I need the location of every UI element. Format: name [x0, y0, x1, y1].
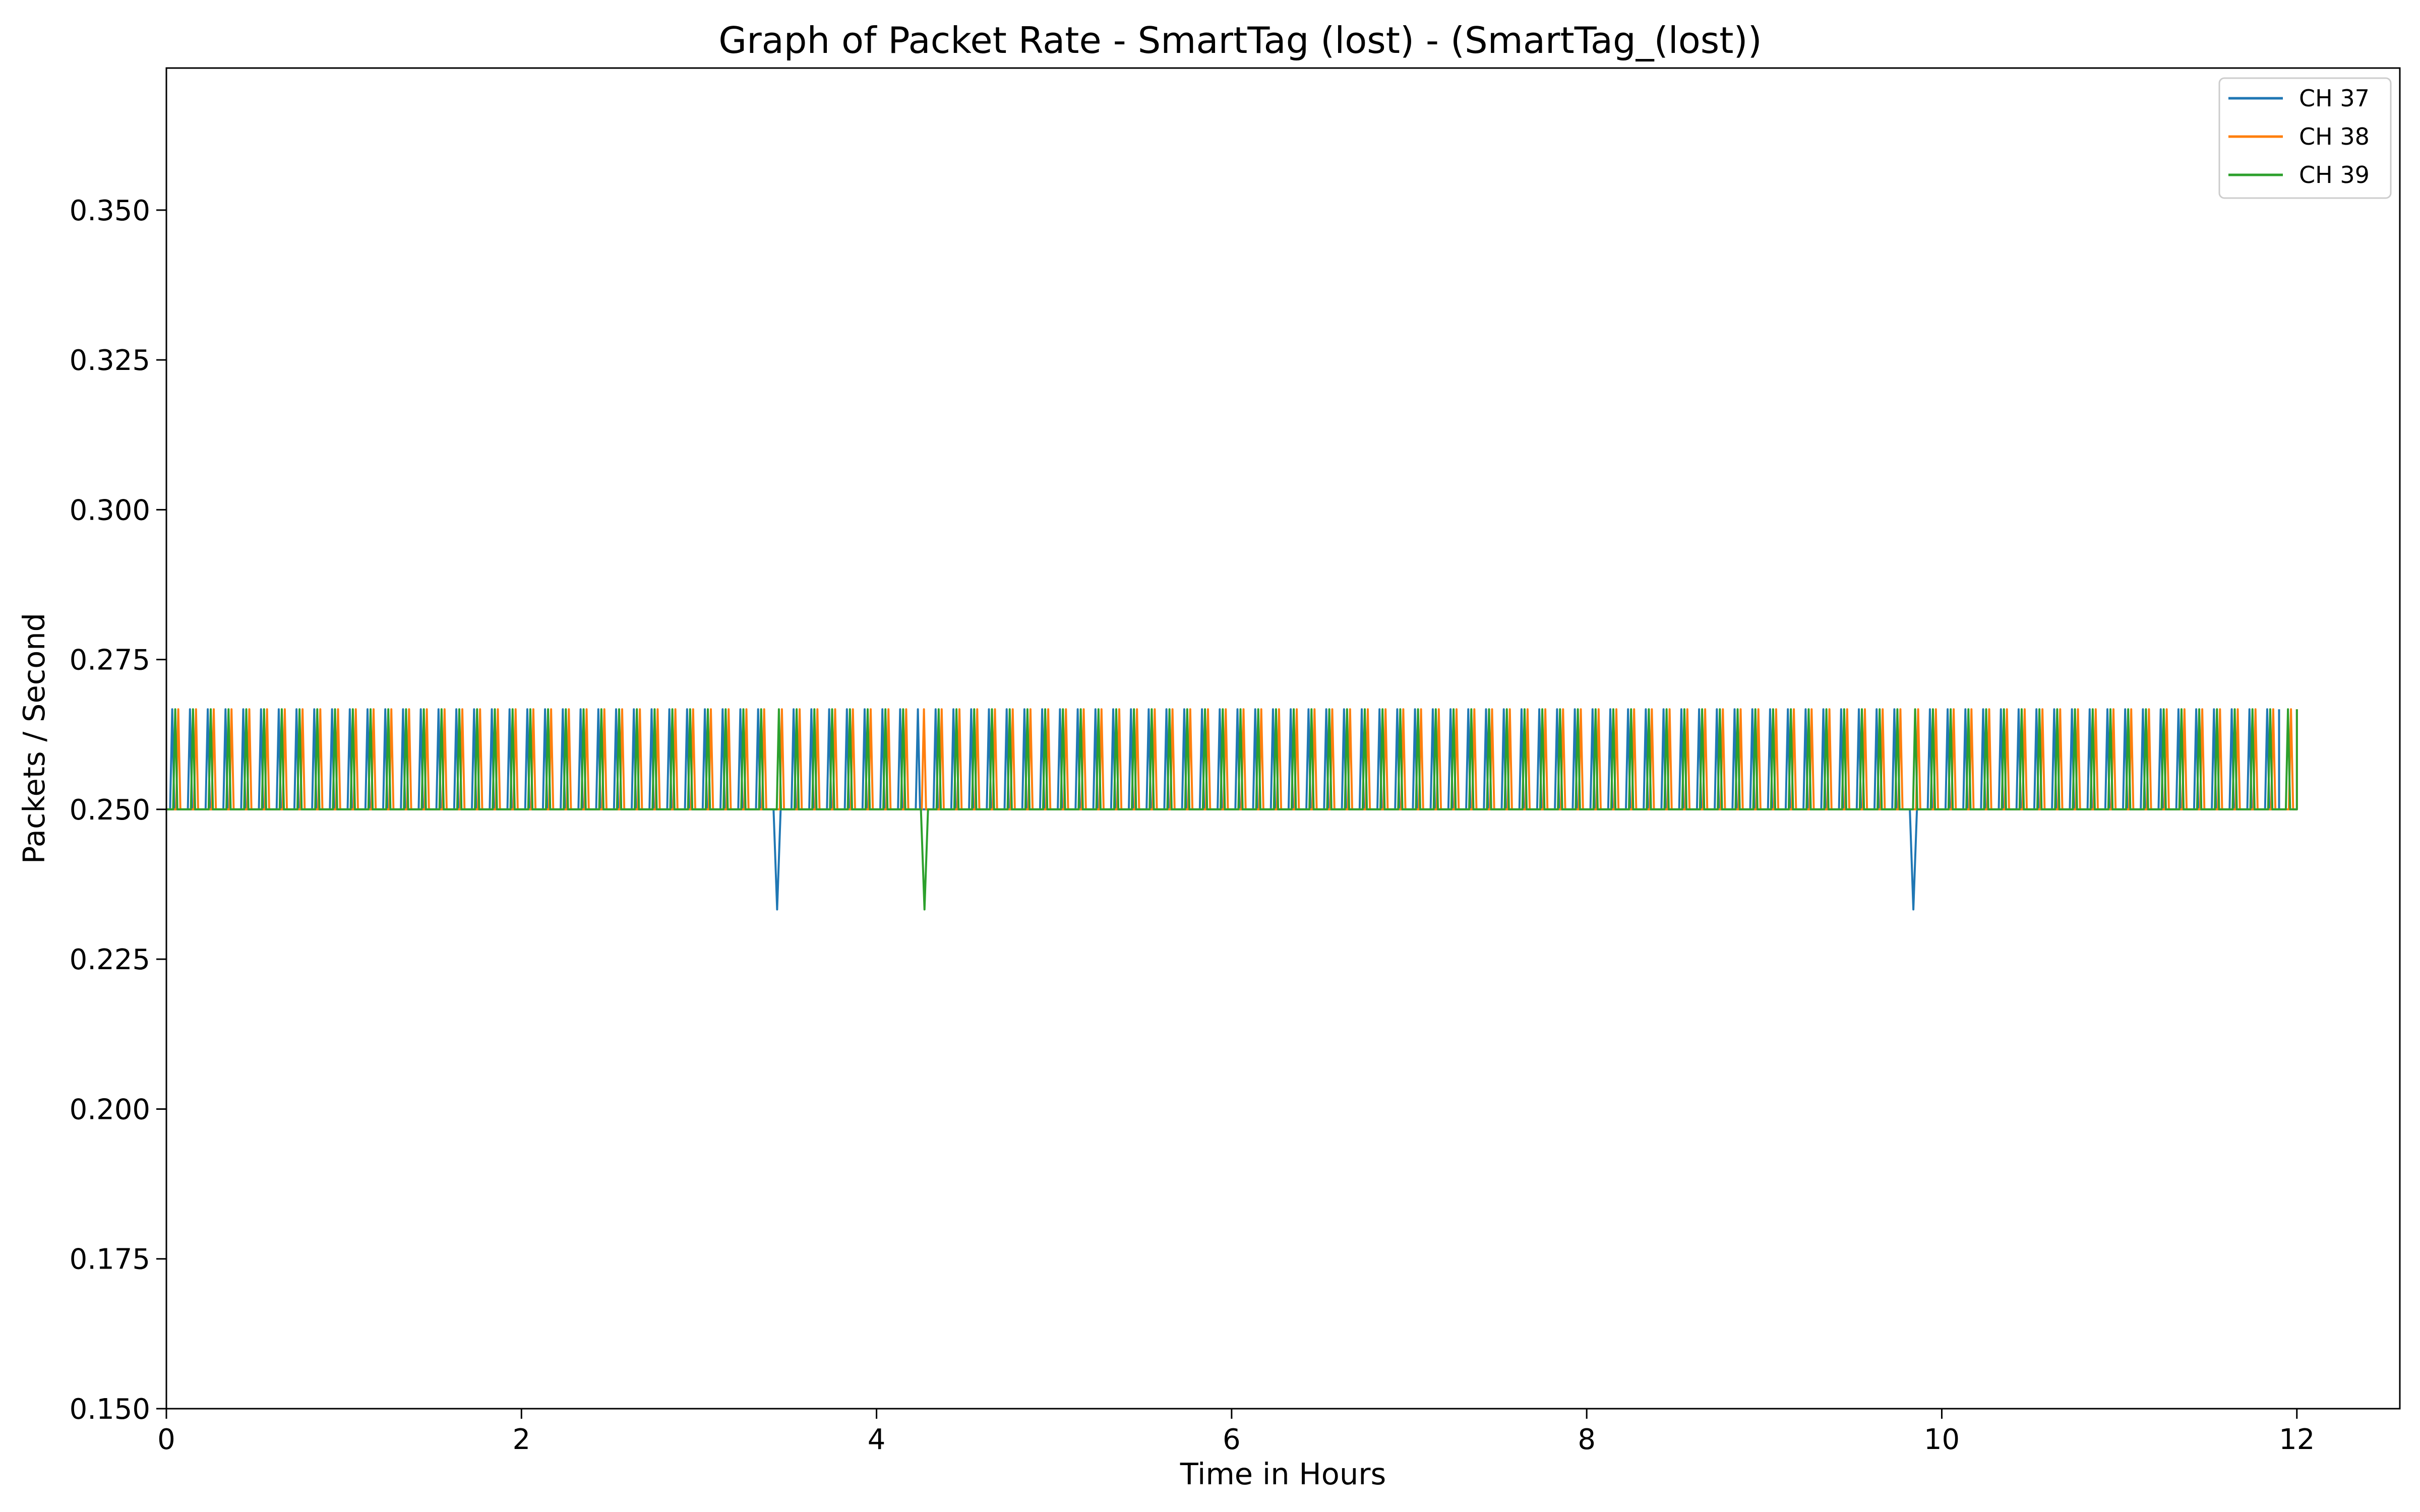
series-layer: [166, 708, 2298, 911]
legend-entries: CH 37 CH 38 CH 39: [2228, 85, 2370, 188]
y-tick-label: 0.200: [70, 1093, 150, 1126]
y-tick-label: 0.250: [70, 794, 150, 827]
y-axis-label: Packets / Second: [17, 613, 51, 864]
y-tick-label: 0.225: [70, 943, 150, 976]
y-tick-label: 0.300: [70, 494, 150, 527]
y-tick-label: 0.350: [70, 195, 150, 227]
series-line-ch38: [166, 708, 2298, 810]
y-tick-label: 0.175: [70, 1243, 150, 1276]
series-line-ch39: [166, 708, 2298, 911]
x-tick-label: 4: [868, 1423, 886, 1456]
y-tick-label: 0.275: [70, 644, 150, 677]
x-axis-ticks: 0 2 4 6 8 10 12: [157, 1409, 2315, 1456]
y-axis-ticks: 0.150 0.175 0.200 0.225 0.250 0.275 0.300 0.325…: [70, 195, 166, 1426]
x-tick-label: 0: [157, 1423, 175, 1456]
plot-frame: [165, 67, 2401, 1410]
chart-title: Graph of Packet Rate - SmartTag (lost) -…: [718, 19, 1762, 61]
x-tick-label: 8: [1578, 1423, 1596, 1456]
x-tick-label: 12: [2279, 1423, 2315, 1456]
legend-label: CH 38: [2299, 123, 2370, 150]
x-axis-label: Time in Hours: [1180, 1457, 1386, 1491]
legend: CH 37 CH 38 CH 39: [2218, 77, 2392, 199]
x-tick-label: 10: [1924, 1423, 1960, 1456]
legend-label: CH 37: [2299, 85, 2370, 112]
y-tick-label: 0.325: [70, 344, 150, 377]
x-tick-label: 6: [1223, 1423, 1241, 1456]
legend-frame: [2218, 77, 2392, 199]
y-tick-label: 0.150: [70, 1393, 150, 1426]
x-tick-label: 2: [512, 1423, 530, 1456]
legend-label: CH 39: [2299, 161, 2370, 188]
